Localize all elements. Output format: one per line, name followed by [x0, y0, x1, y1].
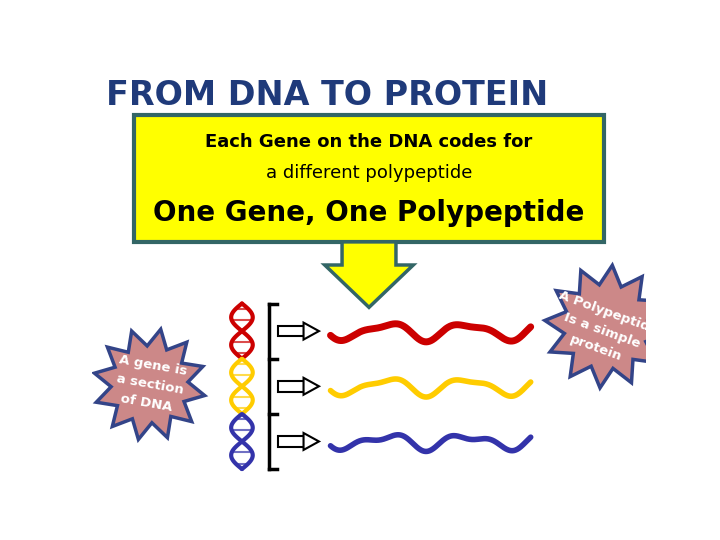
- Text: A gene is
a section
of DNA: A gene is a section of DNA: [111, 353, 188, 415]
- Polygon shape: [545, 265, 667, 388]
- Text: One Gene, One Polypeptide: One Gene, One Polypeptide: [153, 199, 585, 227]
- Text: a different polypeptide: a different polypeptide: [266, 164, 472, 181]
- Polygon shape: [304, 378, 319, 395]
- Polygon shape: [325, 242, 413, 307]
- Text: Each Gene on the DNA codes for: Each Gene on the DNA codes for: [205, 133, 533, 151]
- FancyBboxPatch shape: [278, 326, 304, 336]
- FancyBboxPatch shape: [134, 115, 604, 242]
- FancyBboxPatch shape: [278, 436, 304, 447]
- Text: A Polypeptide
Is a simple
protein: A Polypeptide Is a simple protein: [544, 288, 660, 372]
- Text: FROM DNA TO PROTEIN: FROM DNA TO PROTEIN: [106, 79, 548, 112]
- Polygon shape: [304, 322, 319, 340]
- Polygon shape: [304, 433, 319, 450]
- FancyBboxPatch shape: [278, 381, 304, 392]
- Polygon shape: [94, 329, 204, 440]
